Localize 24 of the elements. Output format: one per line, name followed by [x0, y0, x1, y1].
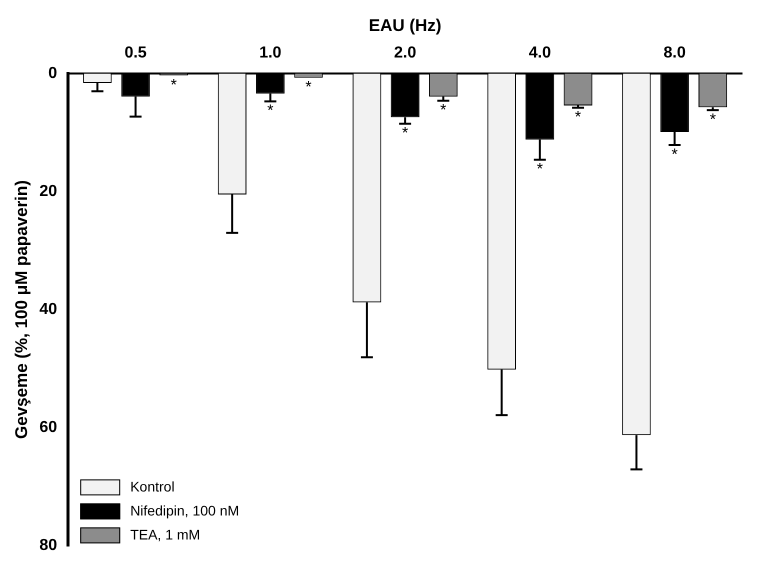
legend-label: Nifedipin, 100 nM [130, 502, 240, 518]
x-tick-label: 4.0 [528, 44, 552, 62]
x-tick-label: 2.0 [394, 44, 416, 62]
y-tick-label: 80 [39, 536, 58, 554]
data-label: * [305, 79, 312, 96]
y-tick-label: 40 [39, 300, 58, 318]
y-tick-label: 20 [39, 182, 58, 200]
x-tick-label: 1.0 [259, 44, 282, 62]
data-label: * [536, 161, 543, 178]
y-axis-title: Gevşeme (%, 100 μM papaverin) [12, 180, 31, 439]
data-label: * [672, 146, 678, 164]
x-tick-label: 0.5 [124, 44, 147, 62]
data-label: * [574, 109, 582, 126]
x-axis-title: EAU (Hz) [368, 16, 442, 35]
legend-label: Kontrol [130, 478, 175, 494]
x-tick-label: 8.0 [663, 44, 686, 62]
data-label: * [170, 76, 177, 94]
data-label: * [267, 102, 274, 120]
y-tick-label: 0 [48, 65, 58, 82]
data-label: * [440, 102, 446, 120]
y-tick-label: 60 [39, 418, 58, 436]
data-label: * [710, 112, 716, 129]
data-label: * [402, 125, 408, 142]
legend-label: TEA, 1 mM [130, 526, 200, 542]
